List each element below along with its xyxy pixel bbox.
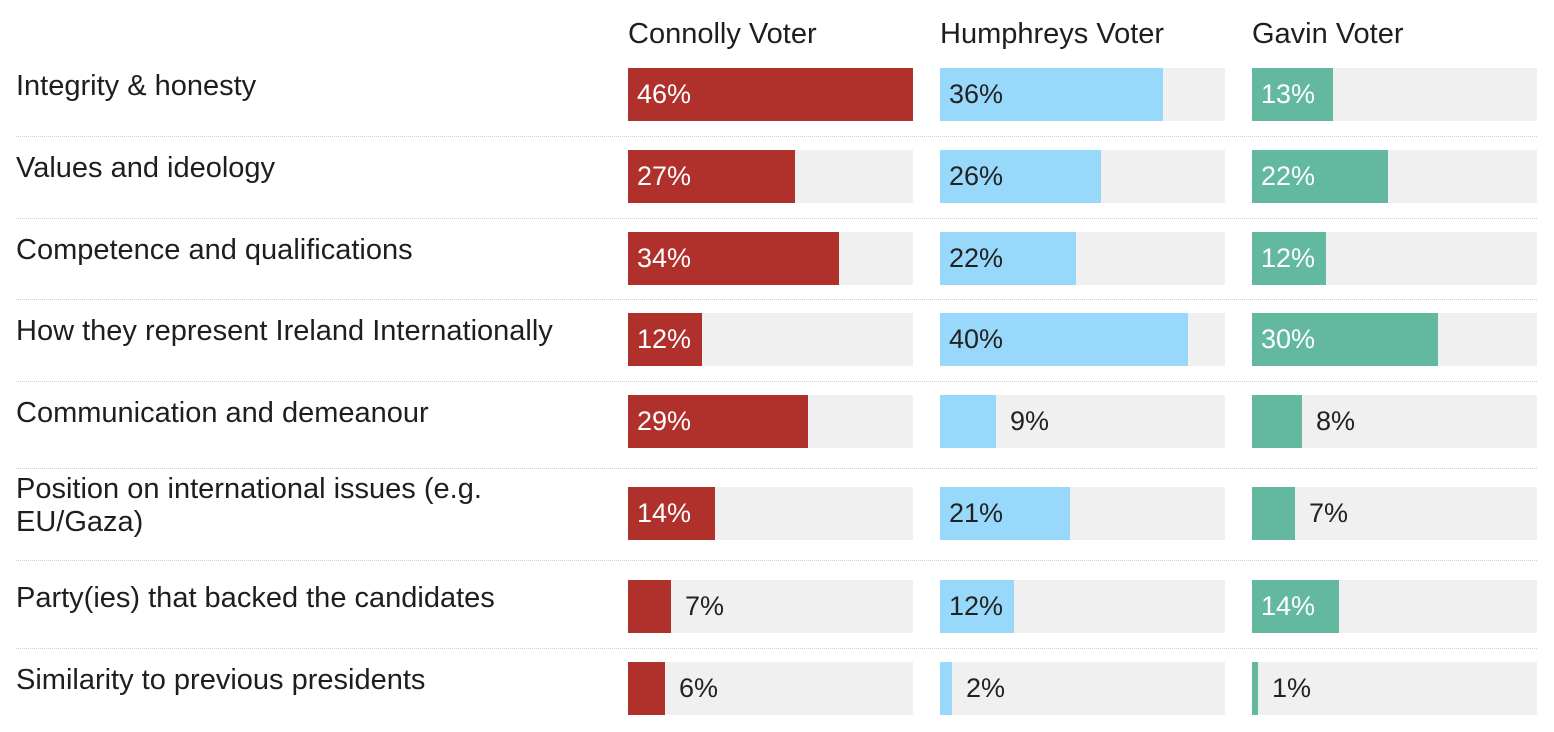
row-divider xyxy=(16,648,1537,649)
bar-track: 7% xyxy=(1252,487,1537,540)
bar-humphreys-voter-similarity-to-previous-presidents xyxy=(940,662,952,715)
row-divider xyxy=(16,468,1537,469)
bar-connolly-voter-party-ies-that-backed-the-candidates xyxy=(628,580,671,633)
data-label: 14% xyxy=(637,498,692,528)
data-label: 12% xyxy=(949,591,1004,621)
data-label: 12% xyxy=(637,324,692,354)
bar-track: 46% xyxy=(628,68,913,121)
series-header-humphreys-voter: Humphreys Voter xyxy=(940,18,1165,50)
row-divider xyxy=(16,299,1537,300)
bar-track: 36% xyxy=(940,68,1225,121)
category-label-position-on-international-issues-e-g-eu-gaza: Position on international issues (e.g. E… xyxy=(16,472,482,538)
data-label: 26% xyxy=(949,161,1004,191)
bar-humphreys-voter-values-and-ideology xyxy=(940,150,1101,203)
bar-gavin-voter-communication-and-demeanour xyxy=(1252,395,1302,448)
bar-humphreys-voter-communication-and-demeanour xyxy=(940,395,996,448)
data-label: 6% xyxy=(679,673,719,703)
bar-track: 22% xyxy=(1252,150,1537,203)
bar-connolly-voter-position-on-international-issues-e-g-eu-gaza xyxy=(628,487,715,540)
data-label: 30% xyxy=(1261,324,1316,354)
bar-gavin-voter-party-ies-that-backed-the-candidates xyxy=(1252,580,1339,633)
bar-humphreys-voter-position-on-international-issues-e-g-eu-gaza xyxy=(940,487,1070,540)
bar-gavin-voter-competence-and-qualifications xyxy=(1252,232,1326,285)
bar-track: 12% xyxy=(1252,232,1537,285)
bar-connolly-voter-communication-and-demeanour xyxy=(628,395,808,448)
bar-track: 34% xyxy=(628,232,913,285)
bar-connolly-voter-how-they-represent-ireland-internationally xyxy=(628,313,702,366)
bar-connolly-voter-integrity-honesty xyxy=(628,68,913,121)
data-label: 9% xyxy=(1010,406,1050,436)
category-label-party-ies-that-backed-the-candidates: Party(ies) that backed the candidates xyxy=(16,582,495,614)
bar-gavin-voter-integrity-honesty xyxy=(1252,68,1333,121)
series-header-connolly-voter: Connolly Voter xyxy=(628,18,817,50)
category-label-how-they-represent-ireland-internationally: How they represent Ireland International… xyxy=(16,315,553,347)
bar-track: 2% xyxy=(940,662,1225,715)
series-header-gavin-voter: Gavin Voter xyxy=(1252,18,1404,50)
data-label: 36% xyxy=(949,79,1004,109)
bar-track: 22% xyxy=(940,232,1225,285)
bar-track: 21% xyxy=(940,487,1225,540)
data-label: 14% xyxy=(1261,591,1316,621)
bar-humphreys-voter-integrity-honesty xyxy=(940,68,1163,121)
data-label: 7% xyxy=(1309,498,1349,528)
bar-track: 14% xyxy=(628,487,913,540)
bar-track: 1% xyxy=(1252,662,1537,715)
bar-gavin-voter-similarity-to-previous-presidents xyxy=(1252,662,1258,715)
bar-track: 26% xyxy=(940,150,1225,203)
bar-track: 30% xyxy=(1252,313,1537,366)
data-label: 22% xyxy=(949,243,1004,273)
bar-track: 13% xyxy=(1252,68,1537,121)
bar-track: 8% xyxy=(1252,395,1537,448)
category-label-values-and-ideology: Values and ideology xyxy=(16,152,276,184)
data-label: 34% xyxy=(637,243,692,273)
bar-connolly-voter-competence-and-qualifications xyxy=(628,232,839,285)
bar-gavin-voter-how-they-represent-ireland-internationally xyxy=(1252,313,1438,366)
data-label: 8% xyxy=(1316,406,1356,436)
bar-gavin-voter-position-on-international-issues-e-g-eu-gaza xyxy=(1252,487,1295,540)
row-divider xyxy=(16,218,1537,219)
data-label: 21% xyxy=(949,498,1004,528)
data-label: 12% xyxy=(1261,243,1316,273)
bar-track: 6% xyxy=(628,662,913,715)
row-divider xyxy=(16,136,1537,137)
data-label: 7% xyxy=(685,591,725,621)
category-label-competence-and-qualifications: Competence and qualifications xyxy=(16,234,413,266)
bar-track: 29% xyxy=(628,395,913,448)
bar-humphreys-voter-competence-and-qualifications xyxy=(940,232,1076,285)
category-label-integrity-honesty: Integrity & honesty xyxy=(16,70,257,102)
bar-gavin-voter-values-and-ideology xyxy=(1252,150,1388,203)
category-label-similarity-to-previous-presidents: Similarity to previous presidents xyxy=(16,664,426,696)
bar-track: 27% xyxy=(628,150,913,203)
bar-connolly-voter-similarity-to-previous-presidents xyxy=(628,662,665,715)
data-label: 1% xyxy=(1272,673,1312,703)
bar-track: 7% xyxy=(628,580,913,633)
row-divider xyxy=(16,560,1537,561)
data-label: 22% xyxy=(1261,161,1316,191)
data-label: 40% xyxy=(949,324,1004,354)
bar-track: 12% xyxy=(628,313,913,366)
bar-track: 40% xyxy=(940,313,1225,366)
bar-track: 12% xyxy=(940,580,1225,633)
data-label: 2% xyxy=(966,673,1006,703)
data-label: 29% xyxy=(637,406,692,436)
bar-humphreys-voter-how-they-represent-ireland-internationally xyxy=(940,313,1188,366)
bar-humphreys-voter-party-ies-that-backed-the-candidates xyxy=(940,580,1014,633)
category-label-communication-and-demeanour: Communication and demeanour xyxy=(16,397,429,429)
row-divider xyxy=(16,381,1537,382)
data-label: 46% xyxy=(637,79,692,109)
bar-track: 9% xyxy=(940,395,1225,448)
bar-connolly-voter-values-and-ideology xyxy=(628,150,795,203)
bar-track: 14% xyxy=(1252,580,1537,633)
data-label: 27% xyxy=(637,161,692,191)
data-label: 13% xyxy=(1261,79,1316,109)
